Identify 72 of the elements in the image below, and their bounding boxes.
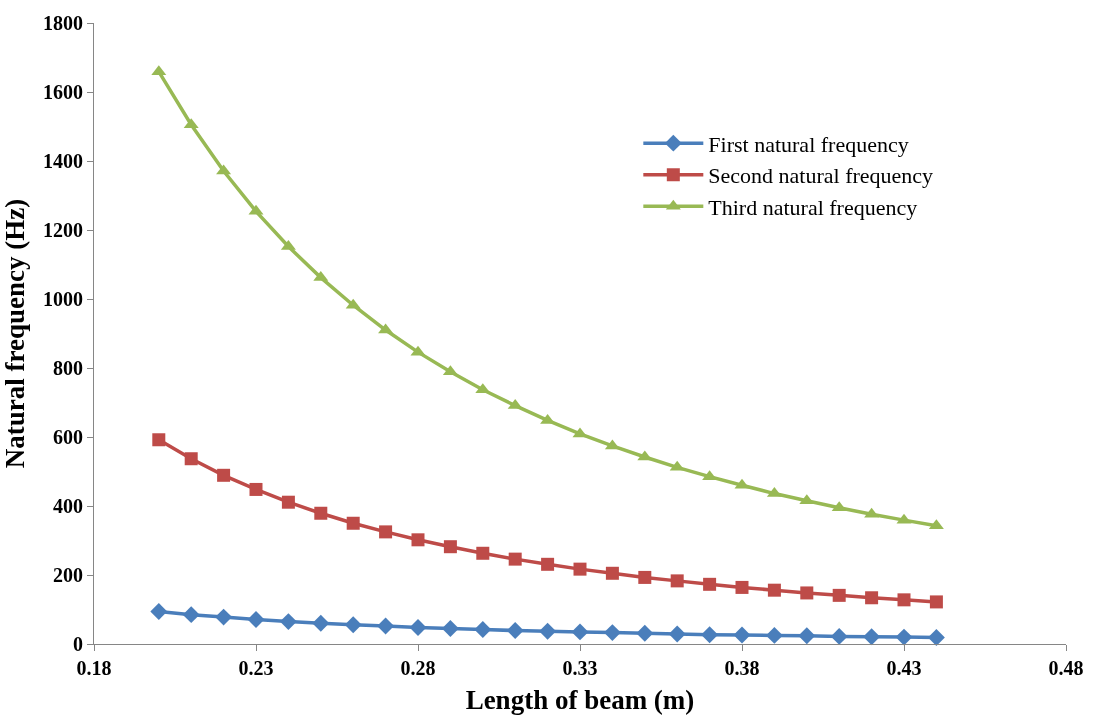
point [603,624,621,642]
point [312,614,330,632]
point [217,468,231,482]
point [638,570,652,584]
point [379,525,393,539]
y-tick-label: 1400 [43,150,83,172]
point [897,593,911,607]
point [281,495,295,509]
point [152,433,166,447]
point [668,625,686,643]
point [506,622,524,639]
point [182,606,200,624]
point [474,621,492,638]
point [541,557,555,571]
point [571,623,589,641]
point [798,627,816,645]
legend-label: Third natural frequency [708,194,918,220]
x-tick-label: 0.38 [724,657,760,679]
x-axis-title: Length of beam (m) [465,685,695,716]
point [443,540,457,554]
point [927,629,945,646]
point [895,628,913,646]
point [411,533,425,547]
point [767,583,781,597]
point [441,620,459,637]
y-tick-label: 0 [73,633,83,655]
y-tick-label: 1000 [43,288,83,310]
y-tick-label: 600 [53,426,83,448]
point [279,613,297,631]
y-tick-label: 1200 [43,219,83,241]
point [800,586,814,600]
x-tick-label: 0.23 [238,657,274,679]
y-tick-label: 1800 [43,12,83,34]
point [508,552,522,566]
point [249,482,263,496]
legend-label: Second natural frequency [708,163,934,189]
point [344,616,362,634]
point [346,516,360,530]
point [184,452,198,466]
point [865,591,879,605]
x-tick-label: 0.48 [1048,657,1084,679]
point [929,595,943,609]
point [409,618,427,636]
point [539,622,557,640]
point [863,628,881,646]
point [150,603,168,621]
legend-label: First natural frequency [708,131,909,157]
point [573,562,587,576]
x-tick-label: 0.33 [562,657,598,679]
y-tick-label: 1600 [43,81,83,103]
point [832,588,846,602]
point [247,611,265,628]
x-tick-label: 0.28 [400,657,436,679]
point [703,577,717,591]
point [733,626,751,644]
y-tick-label: 800 [53,357,83,379]
point [215,608,233,626]
point [314,506,328,520]
point [701,626,719,644]
point [765,626,783,644]
point [636,624,654,642]
y-tick-label: 400 [53,495,83,517]
point [735,580,749,594]
point [830,627,848,645]
y-tick-label: 200 [53,564,83,586]
point [476,546,490,560]
point [605,566,619,580]
x-tick-label: 0.43 [886,657,922,679]
x-tick-label: 0.18 [76,657,112,679]
point [670,574,684,588]
y-axis-title: Natural frequency (Hz) [0,198,30,469]
point [377,617,395,635]
